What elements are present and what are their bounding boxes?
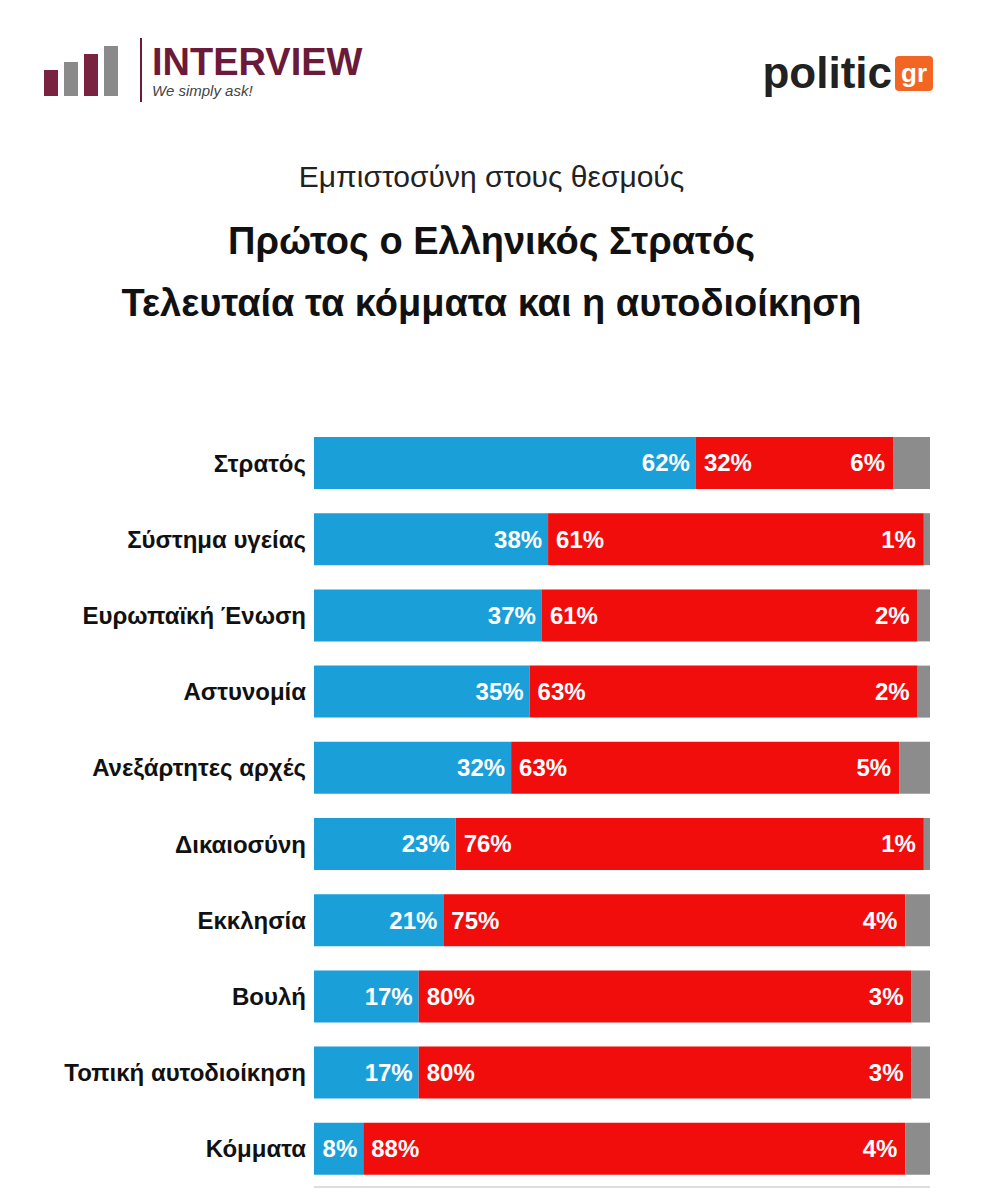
svg-text:35%: 35% [476, 678, 524, 705]
svg-text:61%: 61% [550, 602, 598, 629]
svg-text:Εκκλησία: Εκκλησία [197, 907, 306, 934]
svg-text:2%: 2% [875, 678, 910, 705]
svg-text:Ανεξάρτητες αρχές: Ανεξάρτητες αρχές [92, 754, 306, 781]
svg-text:Αστυνομία: Αστυνομία [183, 678, 306, 705]
svg-text:4%: 4% [863, 907, 898, 934]
svg-text:88%: 88% [371, 1135, 419, 1162]
svg-text:17%: 17% [365, 983, 413, 1010]
svg-text:Δικαιοσύνη: Δικαιοσύνη [175, 831, 306, 858]
svg-text:Τοπική αυτοδιοίκηση: Τοπική αυτοδιοίκηση [64, 1059, 306, 1086]
svg-text:5%: 5% [857, 754, 892, 781]
svg-text:80%: 80% [427, 1059, 475, 1086]
svg-text:3%: 3% [869, 983, 904, 1010]
svg-text:4%: 4% [863, 1135, 898, 1162]
svg-text:37%: 37% [488, 602, 536, 629]
html-text:Πρώτος ο Ελληνικός Στρατός Τελ: Πρώτος ο Ελληνικός Στρατός Τελευταία τα … [121, 220, 862, 324]
svg-text:Βουλή: Βουλή [232, 983, 306, 1010]
html-text:politic gr: politic gr [762, 48, 927, 97]
svg-text:1%: 1% [881, 830, 916, 857]
svg-text:Σύστημα υγείας: Σύστημα υγείας [127, 526, 306, 553]
html-text:We simply ask!: We simply ask! [152, 81, 253, 99]
html-text:INTERVIEW: INTERVIEW [152, 40, 363, 83]
svg-text:1%: 1% [881, 526, 916, 553]
svg-text:21%: 21% [389, 907, 437, 934]
svg-text:61%: 61% [556, 526, 604, 553]
svg-text:38%: 38% [494, 526, 542, 553]
svg-text:63%: 63% [519, 754, 567, 781]
svg-text:23%: 23% [402, 830, 450, 857]
svg-text:Κόμματα: Κόμματα [206, 1135, 307, 1162]
svg-text:32%: 32% [704, 449, 752, 476]
svg-text:75%: 75% [451, 907, 499, 934]
svg-text:8%: 8% [323, 1135, 358, 1162]
svg-text:3%: 3% [869, 1059, 904, 1086]
svg-text:2%: 2% [875, 602, 910, 629]
svg-text:Ευρωπαϊκή Ένωση: Ευρωπαϊκή Ένωση [83, 602, 306, 629]
svg-text:80%: 80% [427, 983, 475, 1010]
svg-text:32%: 32% [457, 754, 505, 781]
svg-text:63%: 63% [538, 678, 586, 705]
svg-text:17%: 17% [365, 1059, 413, 1086]
svg-text:76%: 76% [464, 830, 512, 857]
svg-text:Στρατός: Στρατός [214, 450, 306, 477]
svg-text:6%: 6% [850, 449, 885, 476]
svg-text:62%: 62% [642, 449, 690, 476]
html-text:Εμπιστοσύνη στους θεσμούς: Εμπιστοσύνη στους θεσμούς [298, 160, 685, 193]
